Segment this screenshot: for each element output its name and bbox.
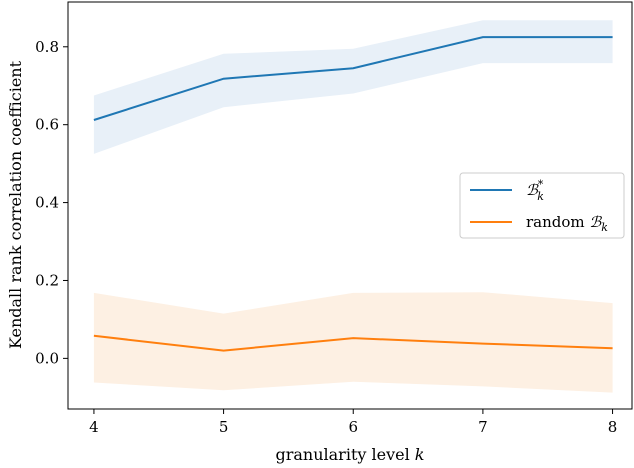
x-tick-label: 7 <box>478 418 488 436</box>
band-series-1 <box>93 20 613 154</box>
y-tick-label: 0.2 <box>35 271 59 289</box>
confidence-bands <box>93 20 613 393</box>
y-tick-label: 0.0 <box>35 349 59 367</box>
legend-label-series-2: random ℬk <box>526 213 608 234</box>
y-tick-label: 0.8 <box>35 38 59 56</box>
x-axis-label: granularity level k <box>275 445 424 464</box>
x-tick-label: 4 <box>89 418 99 436</box>
legend: ℬ* k random ℬk <box>459 172 625 239</box>
y-axis-ticks: 0.0 0.2 0.4 0.6 0.8 <box>35 38 68 367</box>
x-tick-label: 6 <box>348 418 358 436</box>
x-tick-label: 5 <box>219 418 229 436</box>
series-lines <box>93 36 613 352</box>
x-tick-label: 8 <box>608 418 618 436</box>
band-series-2 <box>93 292 613 393</box>
y-axis-label: Kendall rank correlation coefficient <box>6 60 25 349</box>
y-tick-label: 0.4 <box>35 194 59 212</box>
y-tick-label: 0.6 <box>35 116 59 134</box>
x-axis-ticks: 4 5 6 7 8 <box>89 409 617 436</box>
line-series-1 <box>93 36 613 121</box>
line-series-2 <box>93 334 613 352</box>
plot-frame <box>67 1 633 410</box>
legend-label-series-1: ℬ* k <box>526 178 544 203</box>
